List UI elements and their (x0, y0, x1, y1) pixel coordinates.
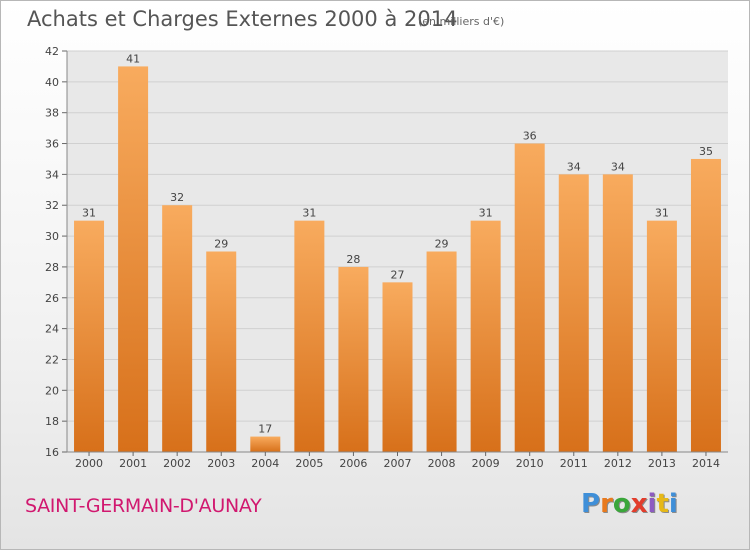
bar-value-label: 31 (302, 207, 316, 220)
x-tick-label: 2004 (251, 457, 279, 470)
x-tick-label: 2003 (207, 457, 235, 470)
bar-2011 (558, 174, 589, 452)
bar-2004 (250, 436, 281, 452)
bar-2012 (602, 174, 633, 452)
y-tick-label: 42 (45, 45, 59, 58)
bar-value-label: 34 (611, 160, 625, 173)
bar-2001 (118, 66, 149, 452)
bar-value-label: 28 (346, 253, 360, 266)
bar-2006 (338, 266, 369, 452)
x-tick-label: 2012 (604, 457, 632, 470)
bar-value-label: 17 (258, 423, 272, 436)
x-tick-label: 2009 (472, 457, 500, 470)
y-tick-label: 20 (45, 384, 59, 397)
bar-value-label: 29 (214, 238, 228, 251)
bar-2000 (74, 220, 105, 452)
y-tick-label: 34 (45, 168, 59, 181)
logo-letter: i (647, 489, 657, 519)
chart-title: Achats et Charges Externes 2000 à 2014 (27, 7, 458, 31)
y-tick-label: 30 (45, 230, 59, 243)
bar-2009 (470, 220, 501, 452)
logo-letter: t (656, 489, 669, 519)
bar-2014 (690, 158, 721, 452)
bar-value-label: 27 (391, 268, 405, 281)
bar-2002 (162, 205, 193, 452)
bar-2010 (514, 143, 545, 453)
y-tick-label: 28 (45, 261, 59, 274)
proxiti-logo[interactable]: Proxiti (581, 489, 678, 519)
x-axis: 2000 2001 2002 2003 2004 2005 2006 2007 2008 2009… (75, 452, 720, 470)
logo-letter: x (630, 489, 648, 519)
bars: 31 41 32 29 17 31 28 27 29 31 36 34 34 31 35 (74, 52, 721, 453)
bar-value-label: 35 (699, 145, 713, 158)
x-tick-label: 2002 (163, 457, 191, 470)
bar-2008 (426, 251, 457, 452)
x-tick-label: 2000 (75, 457, 103, 470)
y-tick-label: 40 (45, 76, 59, 89)
x-tick-label: 2008 (428, 457, 456, 470)
bar-2003 (206, 251, 237, 452)
logo-letter: o (612, 489, 631, 519)
bar-value-label: 31 (479, 207, 493, 220)
chart-subtitle: (en milliers d'€) (418, 15, 505, 28)
logo-letter: i (668, 489, 678, 519)
y-tick-label: 18 (45, 415, 59, 428)
bar-value-label: 31 (655, 207, 669, 220)
x-tick-label: 2013 (648, 457, 676, 470)
bar-value-label: 31 (82, 207, 96, 220)
bar-value-label: 34 (567, 160, 581, 173)
y-tick-label: 38 (45, 107, 59, 120)
y-tick-label: 24 (45, 323, 59, 336)
bar-2007 (382, 282, 413, 452)
y-tick-label: 26 (45, 292, 59, 305)
logo-letter: r (600, 489, 613, 519)
x-tick-label: 2001 (119, 457, 147, 470)
y-tick-label: 36 (45, 138, 59, 151)
x-tick-label: 2007 (384, 457, 412, 470)
x-tick-label: 2006 (339, 457, 367, 470)
logo-letter: P (581, 489, 601, 519)
bar-2013 (646, 220, 677, 452)
y-tick-label: 32 (45, 199, 59, 212)
y-tick-label: 22 (45, 353, 59, 366)
bar-2005 (294, 220, 325, 452)
y-tick-label: 16 (45, 446, 59, 459)
bar-value-label: 29 (435, 238, 449, 251)
bar-value-label: 36 (523, 130, 537, 143)
bar-value-label: 32 (170, 191, 184, 204)
commune-name: SAINT-GERMAIN-D'AUNAY (25, 495, 262, 517)
bar-value-label: 41 (126, 52, 140, 65)
x-tick-label: 2011 (560, 457, 588, 470)
x-tick-label: 2010 (516, 457, 544, 470)
x-tick-label: 2014 (692, 457, 720, 470)
x-tick-label: 2005 (295, 457, 323, 470)
